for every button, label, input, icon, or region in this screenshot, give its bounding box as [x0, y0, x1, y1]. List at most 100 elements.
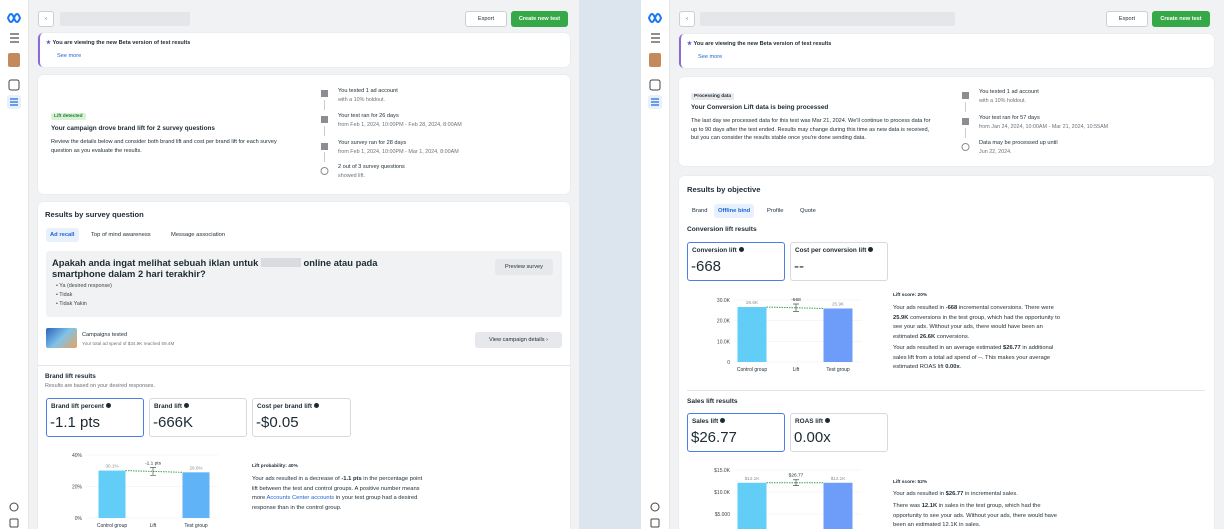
- x-tick-label: Lift: [150, 523, 157, 529]
- menu-icon[interactable]: [10, 33, 19, 43]
- settings-icon[interactable]: [9, 502, 19, 512]
- t: conversions in the test group, which had…: [893, 314, 1060, 340]
- beta-banner: ★ You are viewing the new Beta version o…: [679, 34, 1214, 68]
- banner-message: You are viewing the new Beta version of …: [52, 40, 191, 46]
- add-icon[interactable]: [8, 79, 20, 91]
- campaign-thumbnail: [46, 328, 77, 348]
- tab[interactable]: Ad recall: [46, 228, 79, 242]
- metric-label: Cost per brand lift: [257, 403, 320, 410]
- tab[interactable]: Message association: [171, 232, 226, 238]
- fact-title: Your test ran for 26 days: [338, 113, 399, 119]
- metric-label: Brand lift percent: [51, 403, 111, 410]
- see-more-link[interactable]: See more: [57, 53, 82, 59]
- fact-detail: from Feb 1, 2024, 10:00PM - Mar 1, 2024,…: [338, 149, 459, 155]
- redacted-title: [60, 12, 190, 26]
- summary-card: Lift detected Your campaign drove brand …: [38, 75, 570, 194]
- t: Your ads resulted in: [893, 491, 946, 497]
- metric-value: -$0.05: [256, 414, 299, 431]
- add-icon[interactable]: [649, 79, 661, 91]
- value-label: 29.0%: [189, 465, 202, 470]
- metric-label: Sales lift: [692, 418, 726, 425]
- avatar[interactable]: [649, 53, 661, 67]
- back-button[interactable]: ‹: [38, 11, 54, 27]
- metric-label: Cost per conversion lift: [795, 247, 874, 254]
- menu-icon[interactable]: [651, 33, 660, 43]
- fact-icons: [320, 90, 329, 175]
- t: Your ads resulted in an average estimate…: [893, 345, 1003, 351]
- metric-box[interactable]: Brand lift -666K: [149, 398, 247, 437]
- t: in the percentage point lift between the…: [252, 476, 423, 502]
- campaigns-title: Campaigns tested: [82, 332, 128, 338]
- value-label: 25.9K: [832, 301, 845, 306]
- t: $26.77: [1003, 345, 1021, 351]
- settings-icon[interactable]: [650, 502, 660, 512]
- lift-score: Lift score: 20%: [893, 293, 928, 298]
- tab[interactable]: Quote: [800, 208, 816, 214]
- option-text: Tidak Yakin: [59, 301, 87, 307]
- survey-card: Results by survey question Ad recall Top…: [38, 202, 570, 529]
- bar: [182, 472, 210, 518]
- x-tick-label: Test group: [826, 367, 850, 373]
- create-test-button[interactable]: Create new test: [511, 11, 568, 27]
- export-button[interactable]: Export: [465, 11, 507, 27]
- create-test-button[interactable]: Create new test: [1152, 11, 1210, 27]
- x-tick-label: Test group: [184, 523, 208, 529]
- y-tick-label: $15.0K: [714, 468, 731, 474]
- metric-box[interactable]: Cost per conversion lift --: [790, 242, 888, 281]
- tab[interactable]: Top of mind awareness: [91, 232, 151, 238]
- lift-error-bar: [793, 479, 799, 486]
- avatar[interactable]: [8, 53, 20, 67]
- metric-box[interactable]: Cost per brand lift -$0.05: [252, 398, 351, 437]
- metric-label: ROAS lift: [795, 418, 831, 425]
- fact-title: 2 out of 3 survey questions: [338, 164, 405, 170]
- see-more-link[interactable]: See more: [698, 54, 723, 60]
- question-text: Apakah anda ingat melihat sebuah iklan u…: [52, 257, 259, 268]
- help-icon[interactable]: [9, 518, 19, 528]
- metric-value: -1.1 pts: [50, 414, 101, 431]
- tab[interactable]: Profile: [767, 208, 784, 214]
- metric-box[interactable]: Conversion lift -668: [687, 242, 785, 281]
- value-label: $12.1K: [831, 476, 846, 481]
- x-tick-label: Lift: [793, 367, 800, 373]
- label: Brand lift: [154, 403, 183, 410]
- back-button[interactable]: ‹: [679, 11, 695, 27]
- y-tick-label: 20%: [72, 485, 83, 491]
- question-box: [46, 251, 562, 317]
- t: Your ads resulted in: [893, 305, 946, 311]
- t: incremental conversions. There were: [957, 305, 1054, 311]
- preview-button[interactable]: Preview survey: [495, 259, 553, 275]
- fact-title: Your test ran for 57 days: [979, 115, 1040, 121]
- tab[interactable]: Brand: [692, 208, 708, 214]
- metric-box[interactable]: Sales lift $26.77: [687, 413, 785, 452]
- t: 26.6K: [919, 333, 936, 340]
- link[interactable]: Accounts Center accounts: [266, 495, 335, 502]
- right-sidebar: [641, 0, 670, 529]
- lift-badge: Lift detected: [51, 113, 86, 120]
- y-tick-label: 40%: [72, 453, 83, 459]
- lift-line: [766, 306, 824, 309]
- section-title: Results by objective: [687, 185, 761, 194]
- y-tick-label: 10.0K: [717, 339, 731, 345]
- sales-title: Sales lift results: [687, 398, 738, 405]
- conversion-lift-chart: 30.0K 20.0K 10.0K 0 26.6K 25.9K -668 Control gr…: [717, 297, 862, 373]
- meta-logo[interactable]: [647, 13, 663, 23]
- t: conversions.: [935, 333, 970, 340]
- metric-box[interactable]: ROAS lift 0.00x: [790, 413, 888, 452]
- label: Cost per conversion lift: [795, 247, 867, 254]
- fact-icons: [961, 92, 970, 151]
- metric-label: Conversion lift: [692, 247, 744, 254]
- metric-box[interactable]: Brand lift percent -1.1 pts: [46, 398, 144, 437]
- lift-score: Lift score: 52%: [893, 480, 928, 485]
- bar: [823, 482, 853, 529]
- export-button[interactable]: Export: [1106, 11, 1148, 27]
- value-label: 26.6K: [746, 300, 759, 305]
- value-label: 30.1%: [105, 464, 118, 469]
- redacted-title: [700, 12, 955, 26]
- meta-logo[interactable]: [6, 13, 22, 23]
- lift-label: -668: [791, 297, 801, 303]
- help-icon[interactable]: [650, 518, 660, 528]
- tab[interactable]: Offline bind: [714, 204, 755, 218]
- t: $26.77: [945, 491, 964, 497]
- campaign-details-button[interactable]: View campaign details ›: [475, 332, 562, 348]
- label: ROAS lift: [795, 418, 824, 425]
